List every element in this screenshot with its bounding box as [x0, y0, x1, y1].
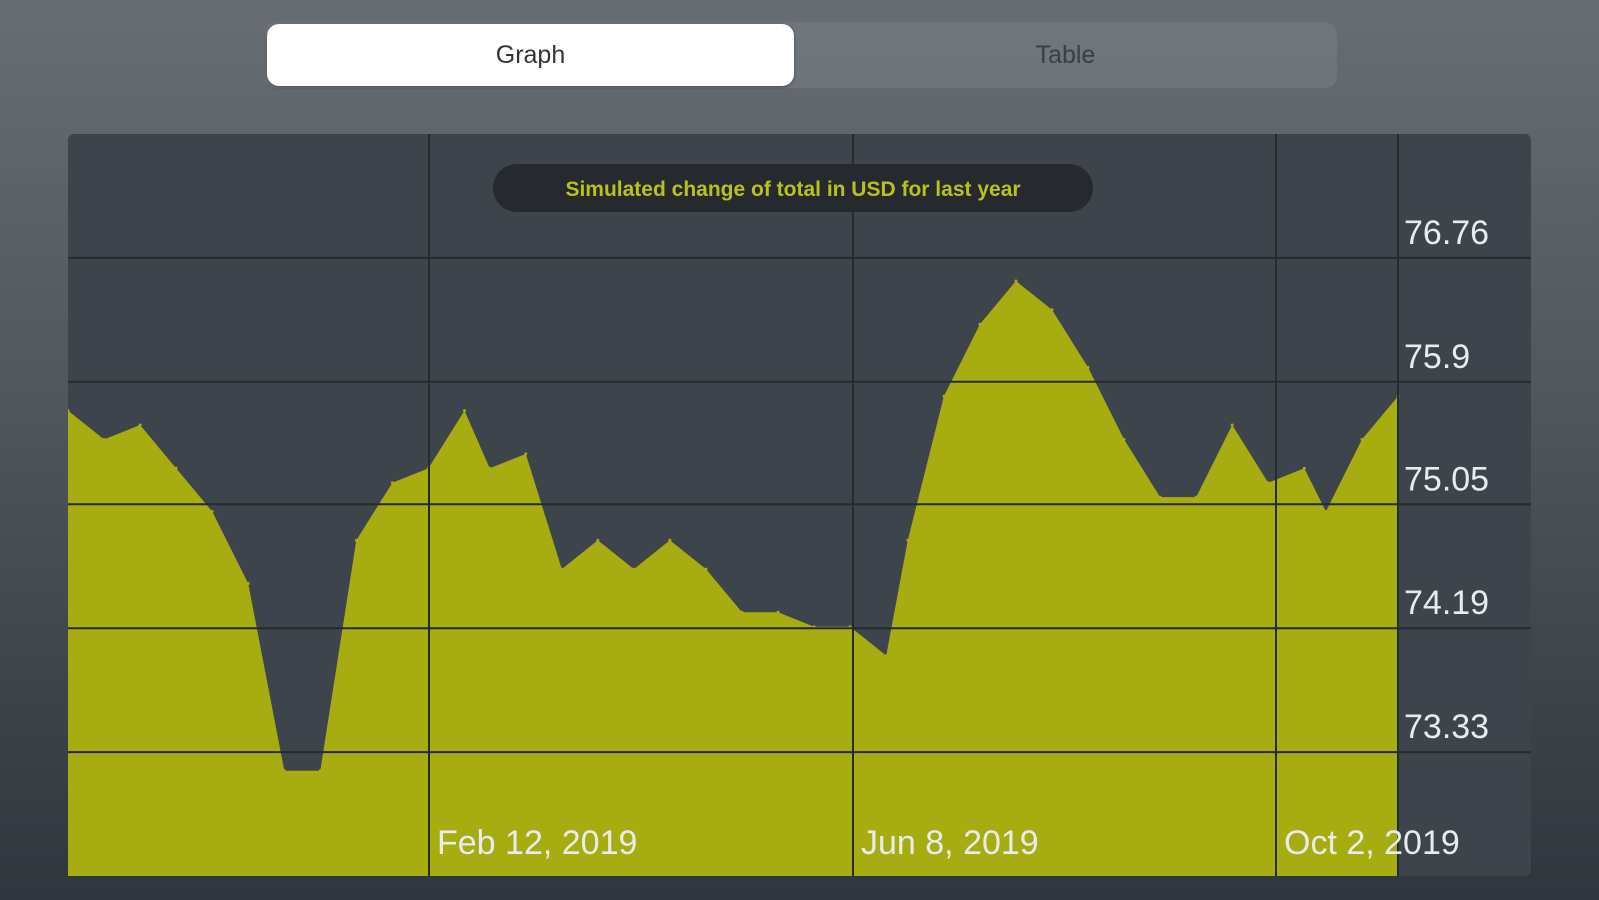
data-point	[174, 466, 178, 470]
y-tick-label: 76.76	[1404, 214, 1489, 252]
data-point	[1014, 279, 1018, 283]
data-point	[906, 538, 910, 542]
chart-title-badge: Simulated change of total in USD for las…	[493, 164, 1093, 212]
data-point	[1086, 365, 1090, 369]
x-tick-label: Feb 12, 2019	[437, 824, 637, 862]
data-point	[596, 538, 600, 542]
data-point	[246, 582, 250, 585]
x-tick-label: Jun 8, 2019	[861, 824, 1039, 862]
area-chart: Simulated change of total in USD for las…	[66, 134, 1531, 876]
series-area	[68, 281, 1398, 876]
grid-lines	[68, 134, 1531, 876]
data-point	[776, 610, 780, 614]
data-point	[318, 769, 322, 773]
data-point	[1194, 495, 1198, 499]
data-point	[463, 409, 466, 413]
data-point	[1360, 437, 1364, 441]
y-tick-label: 75.05	[1404, 460, 1489, 498]
view-segmented-control: Graph Table	[265, 22, 1337, 88]
data-point	[1122, 437, 1126, 441]
data-point	[1324, 510, 1328, 513]
data-point	[942, 394, 946, 398]
tab-graph[interactable]: Graph	[267, 24, 794, 86]
data-point	[1230, 423, 1234, 427]
y-tick-label: 75.9	[1404, 338, 1470, 376]
data-point	[668, 538, 672, 542]
y-axis-ticks: 76.76 75.9 75.05 74.19 73.33	[1404, 214, 1489, 746]
data-point	[210, 510, 214, 513]
data-point	[488, 466, 492, 470]
data-point	[390, 481, 394, 485]
y-tick-label: 74.19	[1404, 584, 1489, 622]
chart-container: Simulated change of total in USD for las…	[66, 134, 1531, 876]
data-point	[1158, 495, 1162, 499]
data-point	[632, 567, 636, 571]
chart-title: Simulated change of total in USD for las…	[565, 178, 1020, 201]
data-point	[354, 538, 358, 542]
y-tick-label: 73.33	[1404, 708, 1489, 746]
chart-title-background	[493, 164, 1093, 212]
data-point	[704, 567, 708, 571]
data-point	[1266, 481, 1270, 485]
data-point	[740, 610, 744, 614]
data-point	[560, 567, 564, 571]
data-point	[1302, 466, 1306, 470]
data-point	[884, 654, 888, 658]
data-point	[102, 437, 106, 441]
x-tick-label: Oct 2, 2019	[1284, 824, 1460, 862]
data-point	[524, 452, 528, 456]
x-axis-ticks: Feb 12, 2019 Jun 8, 2019 Oct 2, 2019	[437, 824, 1460, 862]
tab-table[interactable]: Table	[1035, 40, 1096, 69]
data-point	[282, 769, 286, 773]
data-point	[978, 322, 982, 326]
data-point	[66, 409, 70, 413]
data-point	[1050, 308, 1054, 312]
data-point	[138, 423, 142, 427]
